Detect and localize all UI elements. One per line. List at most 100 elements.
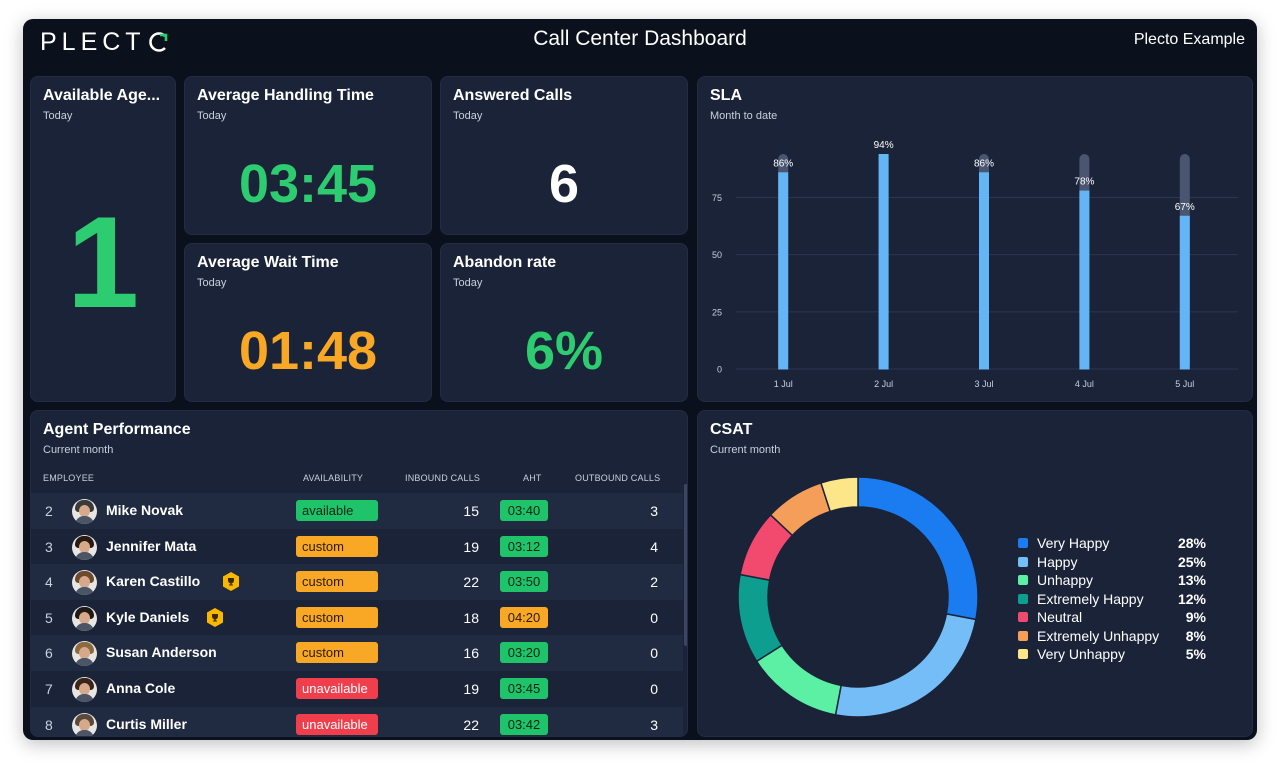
plecto-logo[interactable]: PLECT [40, 27, 169, 57]
legend-swatch [1018, 556, 1028, 567]
sla-bar [878, 154, 889, 370]
abandon-rate-widget[interactable]: Abandon rate Today 6% [440, 243, 688, 402]
widget-subtitle: Today [43, 110, 73, 122]
column-header-outbound-calls[interactable]: OUTBOUND CALLS [575, 473, 661, 483]
table-scrollbar[interactable] [684, 484, 687, 646]
csat-slice[interactable] [834, 612, 977, 718]
sla-widget[interactable]: SLA Month to date 0 25 50 75 86% 1 Jul 94% 2 Ju… [697, 76, 1253, 402]
csat-donut-chart [737, 476, 979, 718]
inbound-calls-value: 22 [463, 716, 479, 733]
rank-number: 3 [45, 538, 53, 555]
column-header-aht[interactable]: AHT [523, 473, 542, 483]
employee-name[interactable]: Kyle Daniels [106, 608, 190, 625]
csat-slice[interactable] [755, 644, 843, 716]
answered-calls-widget[interactable]: Answered Calls Today 6 [440, 76, 688, 235]
legend-label: Unhappy [1037, 572, 1094, 588]
avatar[interactable] [72, 605, 97, 631]
employee-name[interactable]: Curtis Miller [106, 715, 187, 732]
sla-data-label: 67% [1175, 202, 1195, 213]
legend-item[interactable]: Very Happy 28% [1018, 535, 1206, 554]
widget-title: Abandon rate [453, 254, 557, 271]
sla-data-label: 86% [974, 158, 994, 169]
available-agents-value: 1 [66, 189, 140, 335]
sla-data-label: 78% [1074, 177, 1094, 188]
sla-bar-group[interactable]: 94% 2 Jul [874, 140, 894, 389]
csat-slice[interactable] [737, 573, 784, 663]
employee-name[interactable]: Susan Anderson [106, 644, 217, 661]
avatar[interactable] [72, 641, 97, 667]
legend-item[interactable]: Happy 25% [1018, 554, 1206, 573]
rank-number: 2 [45, 503, 53, 519]
sla-y-tick-label: 25 [712, 307, 722, 317]
legend-swatch [1018, 649, 1028, 659]
availability-badge: custom [296, 642, 378, 664]
legend-swatch [1018, 538, 1028, 548]
inbound-calls-value: 16 [463, 645, 479, 662]
column-header-employee[interactable]: EMPLOYEE [43, 473, 95, 483]
widget-title: Average Wait Time [197, 254, 339, 271]
widget-title: Available Age... [43, 87, 161, 104]
employee-name[interactable]: Anna Cole [106, 680, 176, 696]
sla-bar-group[interactable]: 86% 3 Jul [974, 154, 994, 389]
table-row[interactable]: 6 Susan Anderson custom 16 03:20 0 [31, 635, 683, 672]
employee-name[interactable]: Karen Castillo [106, 573, 201, 590]
sla-x-tick-label: 3 Jul [974, 379, 993, 389]
avatar[interactable] [72, 677, 97, 702]
legend-label: Neutral [1037, 609, 1083, 625]
sla-data-label: 86% [773, 158, 793, 169]
legend-item[interactable]: Unhappy 13% [1018, 572, 1206, 591]
sla-bar-group[interactable]: 78% 4 Jul [1074, 154, 1095, 389]
table-row[interactable]: 4 Karen Castillo custom 22 03:50 2 [31, 564, 683, 601]
avatar[interactable] [72, 534, 97, 560]
legend-item[interactable]: Extremely Happy 12% [1018, 591, 1206, 610]
csat-slice[interactable] [857, 476, 979, 621]
column-header-inbound-calls[interactable]: INBOUND CALLS [405, 473, 481, 483]
table-row[interactable]: 7 Anna Cole unavailable 19 03:45 0 [31, 671, 683, 707]
widget-subtitle: Today [453, 277, 483, 289]
sla-bar [1179, 215, 1190, 370]
csat-widget[interactable]: CSAT Current month Very Happy 28% Happy 25%… [697, 410, 1253, 737]
avg-wait-time-widget[interactable]: Average Wait Time Today 01:48 [184, 243, 432, 402]
table-row[interactable]: 2 Mike Novak available 15 03:40 3 [31, 493, 683, 529]
abandon-rate-value: 6% [524, 321, 604, 381]
avg-wait-time-value: 01:48 [238, 321, 378, 381]
employee-name[interactable]: Mike Novak [106, 502, 184, 518]
legend-value: 5% [1185, 646, 1206, 662]
sla-data-label: 94% [874, 140, 894, 151]
sla-y-tick-label: 50 [712, 250, 722, 260]
column-header-availability[interactable]: AVAILABILITY [303, 473, 364, 483]
availability-badge: unavailable [296, 713, 378, 735]
widget-subtitle: Today [197, 110, 227, 122]
legend-value: 9% [1185, 609, 1206, 625]
avg-handling-time-value: 03:45 [238, 154, 378, 214]
legend-value: 25% [1177, 553, 1206, 570]
avatar[interactable] [72, 570, 97, 596]
avatar[interactable] [72, 499, 97, 524]
availability-badge: custom [296, 535, 378, 557]
avg-handling-time-widget[interactable]: Average Handling Time Today 03:45 [184, 76, 432, 235]
inbound-calls-value: 18 [463, 609, 479, 626]
table-row[interactable]: 5 Kyle Daniels custom 18 04:20 0 [31, 600, 683, 636]
legend-value: 12% [1177, 590, 1206, 607]
available-agents-widget[interactable]: Available Age... Today 1 [30, 76, 176, 402]
avatar[interactable] [72, 712, 97, 736]
sla-y-tick-label: 0 [717, 365, 722, 375]
sla-bar-cap [878, 154, 889, 164]
widget-title: Average Handling Time [197, 87, 374, 104]
legend-item[interactable]: Neutral 9% [1018, 609, 1206, 628]
outbound-calls-value: 0 [650, 681, 658, 697]
table-row[interactable]: 3 Jennifer Mata custom 19 03:12 4 [31, 529, 683, 565]
account-name[interactable]: Plecto Example [1133, 31, 1245, 48]
legend-item[interactable]: Extremely Unhappy 8% [1018, 628, 1206, 647]
sla-bar-group[interactable]: 67% 5 Jul [1175, 154, 1195, 389]
csat-slice[interactable] [819, 476, 859, 513]
aht-badge: 04:20 [500, 606, 548, 628]
employee-name[interactable]: Jennifer Mata [106, 537, 197, 554]
sla-bar [778, 172, 789, 370]
agent-performance-widget[interactable]: Agent Performance Current month EMPLOYEE… [30, 410, 688, 737]
trophy-icon [207, 607, 224, 627]
legend-label: Very Unhappy [1037, 646, 1125, 662]
legend-item[interactable]: Very Unhappy 5% [1018, 646, 1206, 665]
table-row[interactable]: 8 Curtis Miller unavailable 22 03:42 3 [31, 706, 683, 736]
sla-bar-group[interactable]: 86% 1 Jul [773, 154, 793, 389]
